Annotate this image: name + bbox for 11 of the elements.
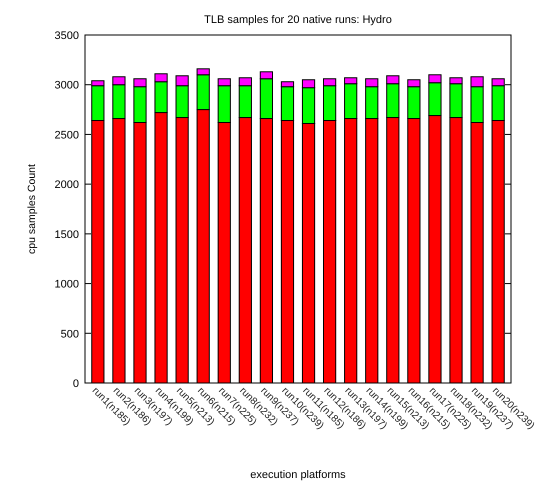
chart-title: TLB samples for 20 native runs: Hydro [204, 14, 392, 26]
y-tick-label: 0 [72, 378, 79, 390]
x-axis-title: execution platforms [250, 469, 346, 481]
y-tick-label: 1000 [54, 278, 79, 291]
y-tick-label: 2500 [54, 129, 79, 142]
y-tick-label: 3000 [54, 80, 79, 92]
y-tick-label: 2000 [54, 179, 79, 192]
y-tick-label: 500 [60, 328, 79, 340]
y-tick-label: 3500 [54, 30, 79, 42]
y-tick-label: 1500 [54, 228, 79, 241]
y-axis-title: cpu samples Count [26, 164, 38, 254]
